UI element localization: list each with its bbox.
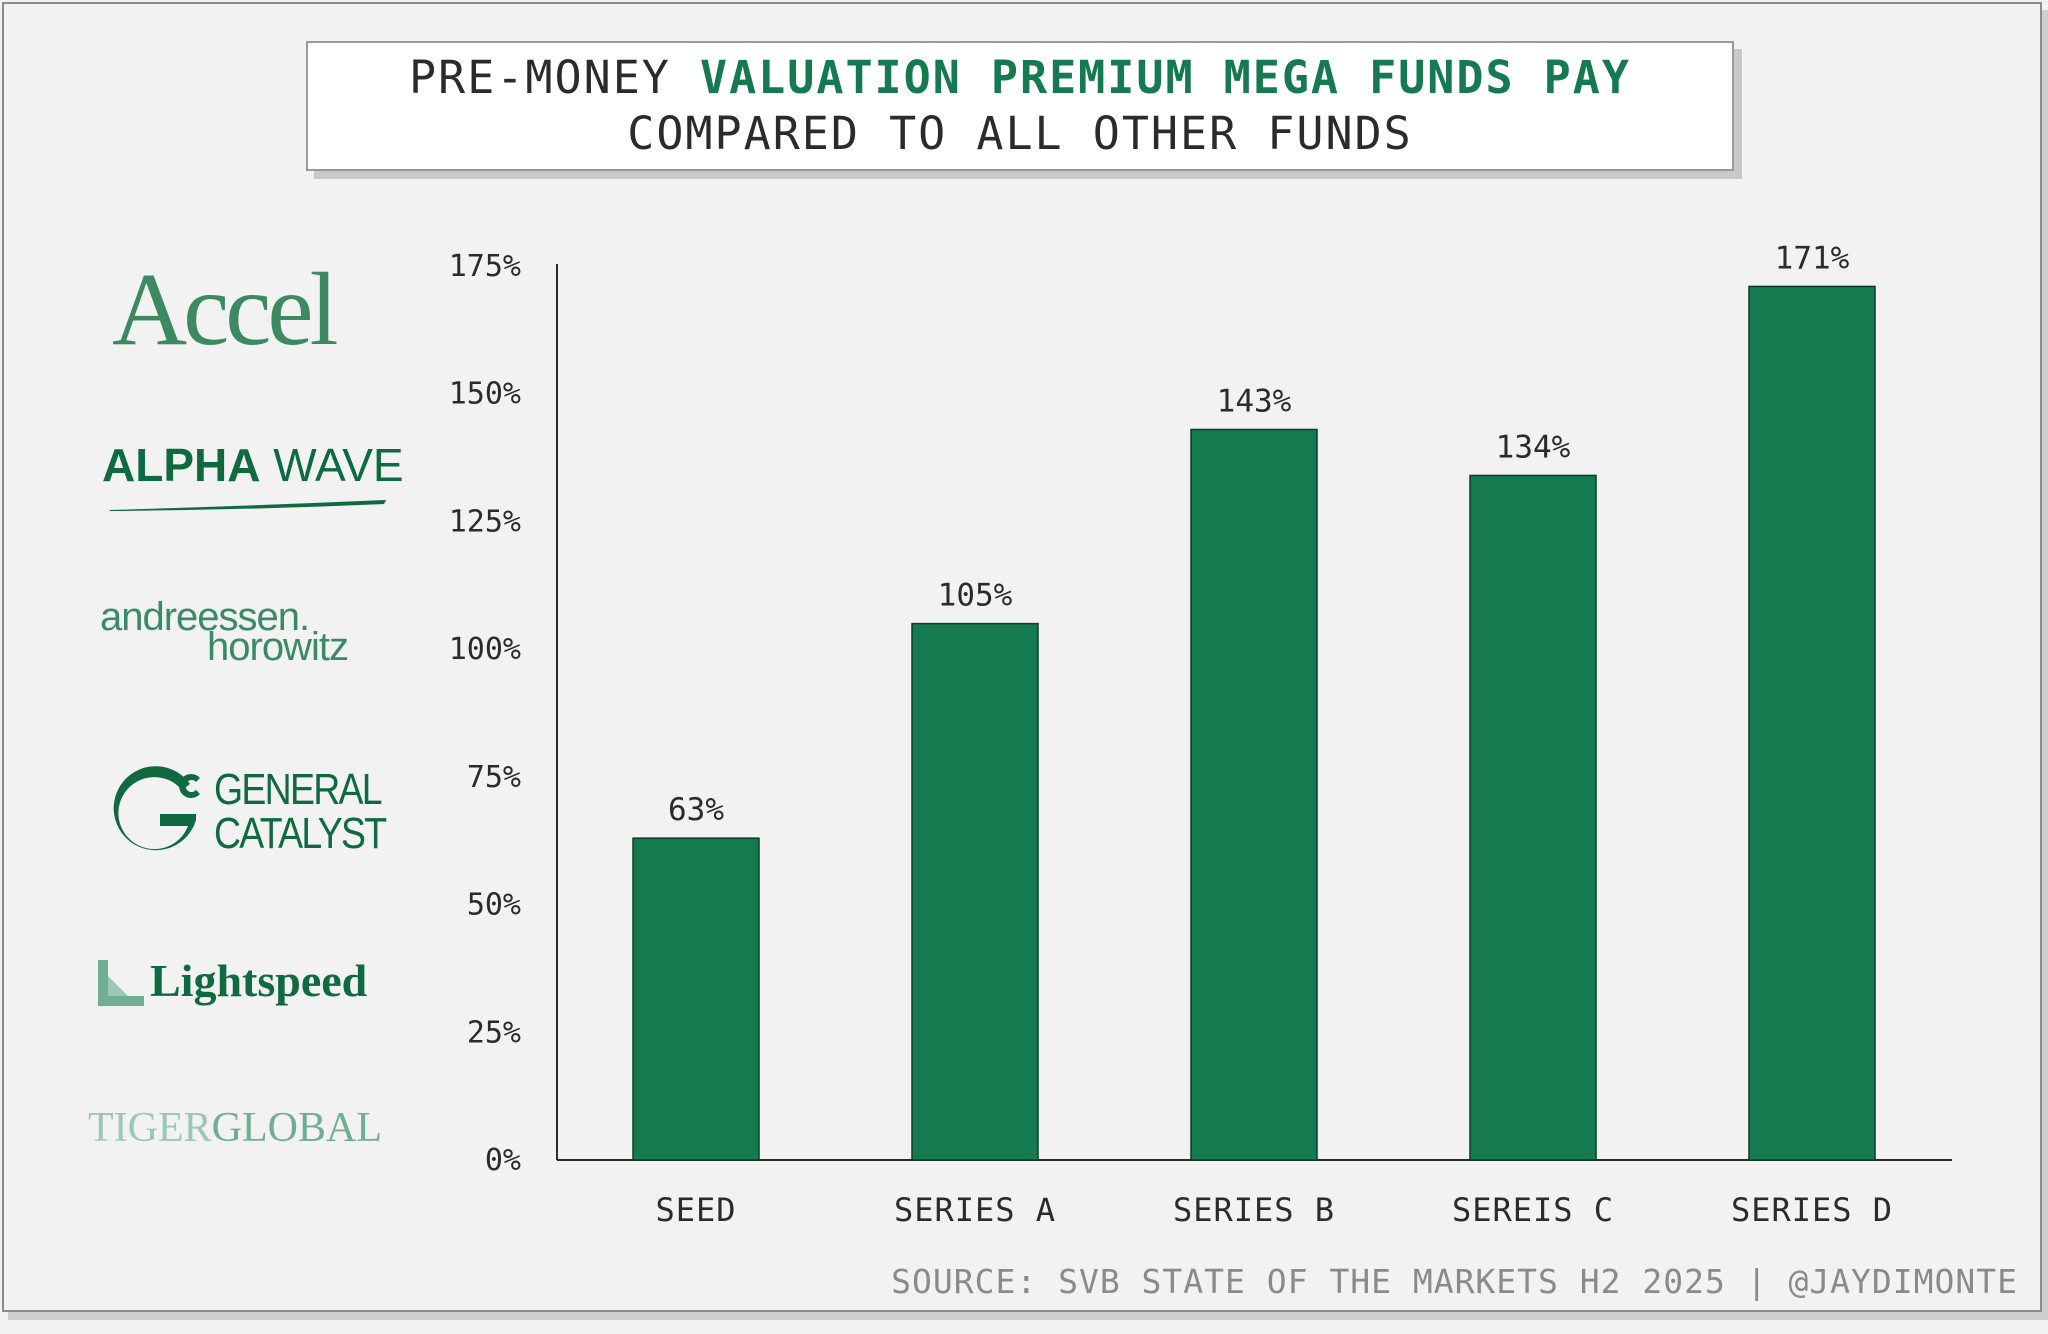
gc-line2: CATALYST bbox=[214, 809, 387, 858]
value-label: 134% bbox=[1496, 429, 1571, 465]
y-tick-label: 0% bbox=[485, 1143, 521, 1178]
value-label: 171% bbox=[1775, 240, 1850, 276]
a16z-line1: andreessen. bbox=[100, 595, 310, 639]
a16z-logo: andreessen. horowitz bbox=[100, 597, 420, 669]
bar bbox=[911, 622, 1039, 1161]
a16z-line2: horowitz bbox=[207, 625, 349, 669]
bar bbox=[1748, 285, 1876, 1161]
value-label: 143% bbox=[1217, 383, 1292, 419]
global-text: GLOBAL bbox=[211, 1105, 382, 1151]
bar bbox=[1469, 474, 1597, 1161]
alpha-wave-logo: ALPHA WAVE bbox=[102, 438, 422, 492]
alpha-wave-swoosh-icon bbox=[110, 500, 386, 511]
accel-logo: Accel bbox=[112, 252, 338, 367]
category-label: SERIES B bbox=[1173, 1191, 1335, 1229]
chart-title-line2: COMPARED TO ALL OTHER FUNDS bbox=[627, 107, 1413, 160]
tiger-text: TIGER bbox=[88, 1105, 212, 1151]
source-caption: SOURCE: SVB STATE OF THE MARKETS H2 2025… bbox=[891, 1262, 2018, 1301]
bar bbox=[1190, 428, 1318, 1161]
category-label: SERIES D bbox=[1731, 1191, 1893, 1229]
chart-title-line1: PRE-MONEY VALUATION PREMIUM MEGA FUNDS P… bbox=[409, 50, 1631, 106]
lightspeed-logo: Lightspeed bbox=[150, 955, 368, 1006]
y-tick-label: 100% bbox=[449, 632, 521, 667]
lightspeed-mark-icon bbox=[98, 960, 144, 1006]
title-highlight: VALUATION PREMIUM MEGA FUNDS PAY bbox=[699, 51, 1631, 104]
y-tick-label: 125% bbox=[449, 504, 521, 539]
general-catalyst-text: GENERAL CATALYST bbox=[214, 765, 387, 858]
y-tick-label: 50% bbox=[467, 888, 521, 923]
value-labels-group: 63% 105% 143% 134% 171% bbox=[668, 240, 1850, 828]
gc-line1: GENERAL bbox=[214, 765, 383, 814]
category-label: SEED bbox=[655, 1191, 736, 1229]
y-axis-ticks: 0% 25% 50% 75% 100% 125% 150% 175% bbox=[449, 249, 521, 1178]
category-labels-group: SEED SERIES A SERIES B SEREIS C SERIES D bbox=[655, 1191, 1893, 1229]
value-label: 63% bbox=[668, 792, 724, 828]
alpha-wave-rest: WAVE bbox=[260, 439, 404, 491]
value-label: 105% bbox=[938, 578, 1013, 614]
category-label: SEREIS C bbox=[1452, 1191, 1614, 1229]
title-pre: PRE-MONEY bbox=[409, 51, 700, 104]
chart-title-box: PRE-MONEY VALUATION PREMIUM MEGA FUNDS P… bbox=[306, 41, 1734, 171]
bar bbox=[632, 837, 760, 1161]
bars-group bbox=[632, 285, 1876, 1161]
y-tick-label: 175% bbox=[449, 249, 521, 284]
alpha-wave-bold: ALPHA bbox=[102, 439, 261, 491]
tiger-global-logo: TIGERGLOBAL bbox=[88, 1104, 408, 1152]
y-tick-label: 150% bbox=[449, 377, 521, 412]
y-tick-label: 25% bbox=[467, 1015, 521, 1050]
general-catalyst-mark-icon bbox=[113, 766, 200, 851]
category-label: SERIES A bbox=[894, 1191, 1056, 1229]
y-tick-label: 75% bbox=[467, 760, 521, 795]
